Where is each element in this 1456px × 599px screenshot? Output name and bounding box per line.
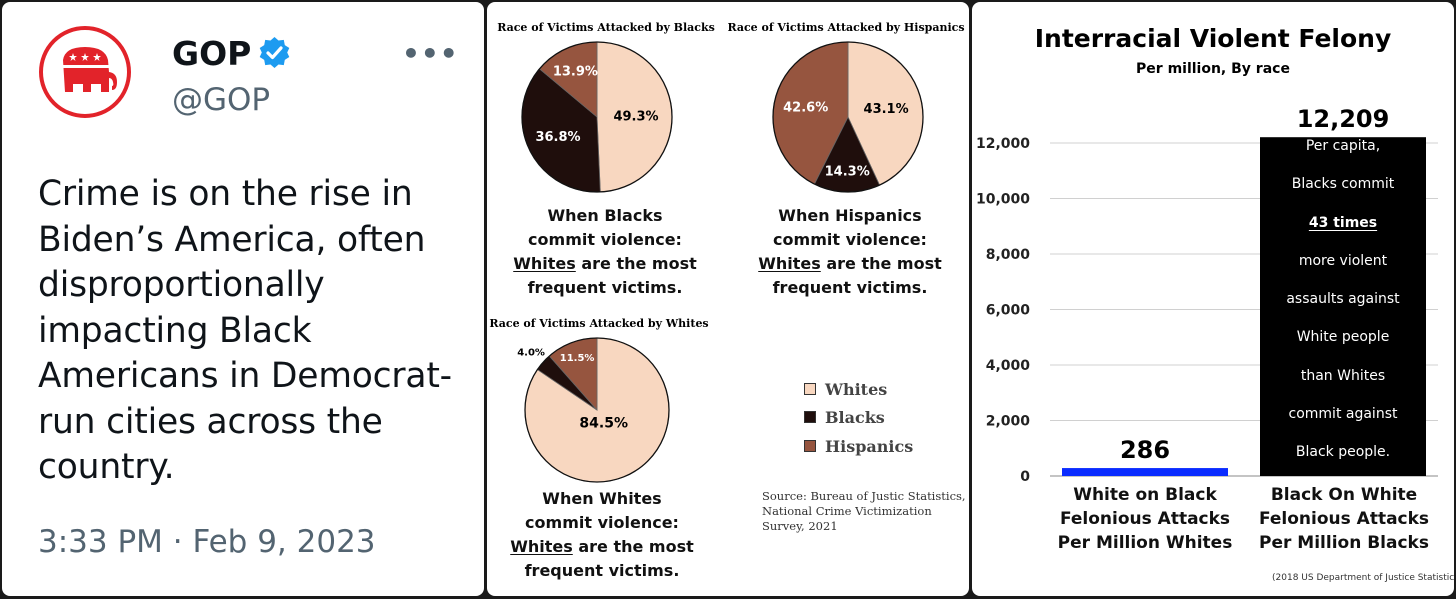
pie-label-whites: 43.1% xyxy=(864,102,909,117)
pie-label-whites: 49.3% xyxy=(613,110,658,125)
pie-blacks: 49.3% 36.8% 13.9% xyxy=(521,41,673,193)
bar-category-label-white-on-black: White on Black Felonious Attacks Per Mil… xyxy=(1057,485,1233,553)
gop-avatar[interactable] xyxy=(39,26,131,118)
account-name[interactable]: GOP xyxy=(172,34,252,73)
tweet-card: GOP @GOP ••• Crime is on the rise in Bid… xyxy=(2,2,484,596)
pie-charts-svg: 49.3% 36.8% 13.9% 43.1% 14.3% 42.6% 84.5% 4.0… xyxy=(517,41,924,483)
pie-label-hispanics: 42.6% xyxy=(783,101,828,116)
bar-value-label-black-on-white: 12,209 xyxy=(1297,105,1390,133)
pie-title-hispanics: Race of Victims Attacked by Hispanics xyxy=(727,21,965,34)
pie-label-blacks: 36.8% xyxy=(535,130,580,145)
verified-badge-icon xyxy=(259,37,290,68)
y-tick-label: 8,000 xyxy=(986,247,1031,263)
bar-chart-svg: 0 2,000 4,000 6,000 8,000 10,000 12,000 286 12,2… xyxy=(976,105,1438,485)
account-handle[interactable]: @GOP xyxy=(172,82,271,118)
legend-swatch xyxy=(804,383,816,395)
more-dots-icon[interactable]: ••• xyxy=(402,37,459,70)
pie-hispanics: 43.1% 14.3% 42.6% xyxy=(772,41,924,193)
bar-white-on-black xyxy=(1062,468,1228,476)
pie-label-blacks: 14.3% xyxy=(825,165,870,180)
pie-title-whites: Race of Victims Attacked by Whites xyxy=(489,317,709,330)
elephant-logo-icon xyxy=(63,47,117,92)
caption-whites: When Whites commit violence: Whites are … xyxy=(510,489,694,580)
pie-label-whites: 84.5% xyxy=(579,416,628,432)
bar-value-label-white-on-black: 286 xyxy=(1120,436,1170,464)
pie-title-blacks: Race of Victims Attacked by Blacks xyxy=(497,21,715,34)
bar-chart-title: Interracial Violent Felony xyxy=(1034,24,1392,53)
y-tick-label: 2,000 xyxy=(986,414,1031,430)
bar-category-label-black-on-white: Black On White Felonious Attacks Per Mil… xyxy=(1258,485,1430,553)
pie-outline xyxy=(521,41,673,193)
y-tick-label: 12,000 xyxy=(976,136,1030,152)
y-tick-label: 6,000 xyxy=(986,303,1031,319)
pie-charts-panel: Race of Victims Attacked by Blacks Race … xyxy=(487,2,969,596)
bar-annotation: Per capita, Blacks commit 43 times more … xyxy=(1286,138,1400,461)
y-tick-label: 4,000 xyxy=(986,358,1031,374)
bar-chart-panel: Interracial Violent Felony Per million, … xyxy=(972,2,1454,596)
pie-label-hispanics: 13.9% xyxy=(553,64,598,79)
legend-swatch xyxy=(804,411,816,423)
pie-label-blacks: 4.0% xyxy=(517,347,545,358)
source-note: Source: Bureau of Justic Statistics, Nat… xyxy=(762,489,966,533)
bar-source-note: (2018 US Department of Justice Statistic… xyxy=(1272,573,1454,583)
legend-swatch xyxy=(804,440,816,452)
pie-label-hispanics: 11.5% xyxy=(560,353,595,364)
caption-hispanics: When Hispanics commit violence: Whites a… xyxy=(758,206,942,297)
caption-blacks: When Blacks commit violence: Whites are … xyxy=(513,206,697,297)
y-tick-label: 10,000 xyxy=(976,192,1030,208)
pie-outline xyxy=(524,337,670,483)
bar-chart-subtitle: Per million, By race xyxy=(1136,61,1290,77)
pie-whites: 84.5% 4.0% 11.5% xyxy=(517,337,670,483)
bar-black-on-white xyxy=(1260,137,1426,476)
pie-outline xyxy=(772,41,924,193)
tweet-text: Crime is on the rise in Biden’s America,… xyxy=(38,174,452,487)
tweet-timestamp[interactable]: 3:33 PM · Feb 9, 2023 xyxy=(38,524,376,560)
y-tick-label: 0 xyxy=(1020,469,1030,485)
